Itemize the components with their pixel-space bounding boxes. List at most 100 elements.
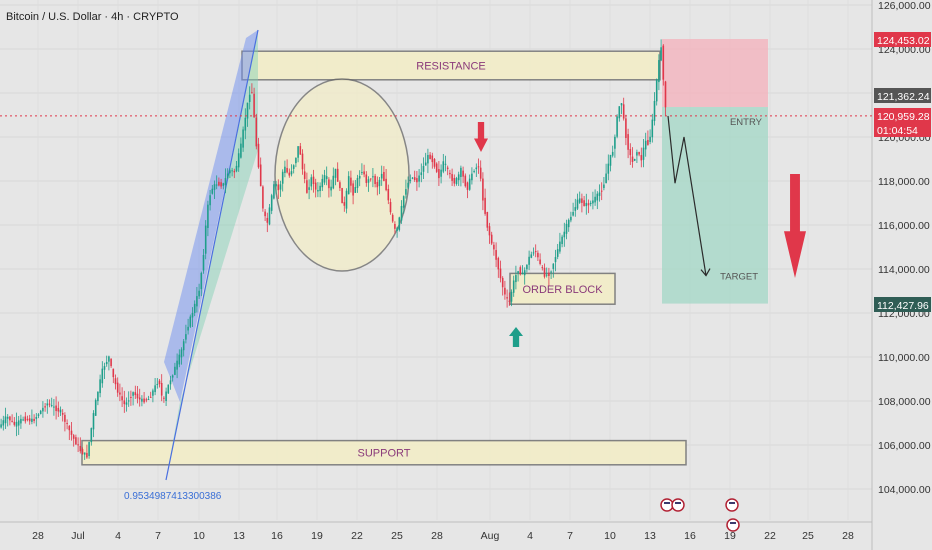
- candle-body: [171, 375, 174, 378]
- candle-body: [464, 175, 467, 187]
- candle-body: [345, 190, 348, 209]
- candle-body: [154, 385, 156, 393]
- candle-body: [4, 416, 7, 424]
- candle-body: [215, 184, 218, 186]
- candle-body: [240, 143, 242, 158]
- candle-body: [530, 254, 533, 258]
- candle-body: [372, 176, 374, 178]
- candle-body: [559, 241, 561, 252]
- candle-body: [112, 368, 115, 378]
- us-flag-event-icon: [660, 498, 674, 512]
- candle-body: [11, 420, 13, 422]
- candle-body: [255, 117, 258, 147]
- candle-body: [288, 172, 291, 176]
- candle-body: [165, 391, 167, 401]
- candle-body: [662, 45, 665, 80]
- candle-body: [526, 264, 528, 270]
- candle-body: [160, 382, 163, 396]
- candle-body: [143, 398, 145, 403]
- candle-body: [169, 380, 172, 385]
- candle-body: [136, 393, 139, 399]
- candle-body: [427, 155, 429, 164]
- candle-body: [325, 176, 328, 180]
- candle-body: [114, 378, 117, 385]
- candle-body: [561, 236, 563, 244]
- candle-body: [429, 154, 431, 159]
- candle-body: [9, 416, 11, 421]
- candle-body: [548, 272, 550, 276]
- candle-body: [86, 452, 88, 458]
- candle-body: [46, 403, 49, 406]
- candle-body: [444, 163, 447, 165]
- candle-body: [651, 119, 654, 138]
- candle-body: [460, 167, 462, 178]
- candle-body: [475, 167, 478, 170]
- price-tag: [874, 122, 931, 137]
- time-axis[interactable]: 28 Jul 4 7 10 13 16 19 22 25 28 Aug 4 7 10 13 16 19 22 25 28: [32, 530, 854, 542]
- price-tag: [874, 108, 931, 123]
- candle-body: [446, 167, 449, 170]
- candle-body: [229, 170, 231, 174]
- candle-body: [196, 296, 198, 307]
- x-tick-label: 10: [604, 530, 616, 542]
- candle-body: [273, 184, 275, 199]
- candle-body: [468, 178, 471, 190]
- candle-body: [587, 203, 590, 206]
- candle-body: [99, 379, 101, 394]
- order-block-zone-label: ORDER BLOCK: [522, 284, 603, 296]
- x-tick-label: 22: [764, 530, 776, 542]
- candle-body: [81, 449, 84, 455]
- candle-body: [202, 254, 205, 271]
- arrow-down-icon: [474, 122, 488, 152]
- price-axis[interactable]: 104,000.00 106,000.00 108,000.00 110,000.00…: [874, 0, 931, 496]
- y-tick-label: 108,000.00: [878, 396, 931, 408]
- candle-body: [193, 303, 196, 313]
- candle-body: [528, 256, 530, 265]
- candle-body: [350, 177, 352, 186]
- candle-body: [224, 178, 227, 186]
- fib-level-label: 0.9534987413300386: [124, 491, 222, 502]
- candle-body: [321, 178, 324, 188]
- candle-body: [515, 275, 517, 283]
- candle-body: [585, 202, 588, 207]
- candle-body: [554, 257, 557, 263]
- candle-body: [163, 397, 165, 399]
- candle-body: [332, 175, 335, 189]
- candle-body: [490, 234, 493, 244]
- candle-body: [0, 424, 2, 428]
- projection-path: [667, 115, 707, 276]
- candle-body: [339, 182, 341, 189]
- candle-body: [233, 170, 236, 173]
- x-tick-label: 4: [115, 530, 121, 542]
- candle-body: [330, 186, 332, 191]
- candle-body: [64, 414, 66, 422]
- x-tick-label: 16: [684, 530, 696, 542]
- candle-body: [22, 419, 24, 421]
- candle-body: [378, 179, 381, 187]
- candle-body: [420, 172, 423, 176]
- x-tick-label: 4: [527, 530, 533, 542]
- candle-body: [306, 180, 308, 193]
- candle-body: [552, 263, 555, 269]
- price-tag-label: 120,959.28: [877, 111, 930, 123]
- candle-body: [13, 421, 16, 425]
- candle-body: [235, 165, 238, 172]
- candle-body: [110, 358, 112, 367]
- candle-body: [231, 170, 233, 172]
- x-tick-label: 13: [233, 530, 245, 542]
- candle-body: [519, 267, 522, 275]
- candle-body: [68, 425, 71, 431]
- y-tick-label: 118,000.00: [878, 176, 930, 188]
- candle-body: [409, 179, 412, 181]
- candle-body: [105, 361, 108, 365]
- candle-body: [277, 184, 280, 191]
- channel-trendline: [165, 29, 259, 481]
- candle-body: [156, 383, 159, 385]
- candle-body: [391, 214, 394, 222]
- candle-body: [473, 170, 475, 172]
- candle-body: [497, 258, 500, 270]
- x-tick-label: Jul: [71, 530, 84, 542]
- candle-body: [605, 173, 607, 184]
